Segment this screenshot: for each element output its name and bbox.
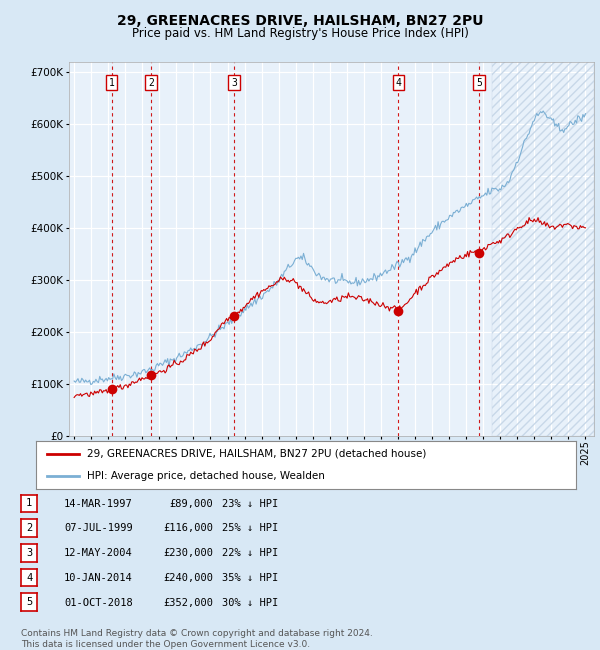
Text: 25% ↓ HPI: 25% ↓ HPI [222,523,278,534]
Text: 29, GREENACRES DRIVE, HAILSHAM, BN27 2PU: 29, GREENACRES DRIVE, HAILSHAM, BN27 2PU [117,14,483,29]
Text: 14-MAR-1997: 14-MAR-1997 [64,499,133,509]
Text: HPI: Average price, detached house, Wealden: HPI: Average price, detached house, Weal… [88,471,325,481]
Text: 3: 3 [26,548,32,558]
Text: 5: 5 [26,597,32,607]
Text: 01-OCT-2018: 01-OCT-2018 [64,597,133,608]
Text: 5: 5 [476,77,482,88]
Text: 22% ↓ HPI: 22% ↓ HPI [222,548,278,558]
Text: 2: 2 [26,523,32,533]
Text: 1: 1 [26,499,32,508]
Text: Contains HM Land Registry data © Crown copyright and database right 2024.
This d: Contains HM Land Registry data © Crown c… [21,629,373,649]
Text: 4: 4 [395,77,401,88]
Text: 4: 4 [26,573,32,582]
Text: £116,000: £116,000 [163,523,213,534]
Text: 2: 2 [148,77,154,88]
Text: 07-JUL-1999: 07-JUL-1999 [64,523,133,534]
Text: 29, GREENACRES DRIVE, HAILSHAM, BN27 2PU (detached house): 29, GREENACRES DRIVE, HAILSHAM, BN27 2PU… [88,449,427,459]
Text: 3: 3 [231,77,237,88]
Text: 30% ↓ HPI: 30% ↓ HPI [222,597,278,608]
Text: £89,000: £89,000 [169,499,213,509]
Text: £352,000: £352,000 [163,597,213,608]
Text: 12-MAY-2004: 12-MAY-2004 [64,548,133,558]
Text: 10-JAN-2014: 10-JAN-2014 [64,573,133,583]
Text: 35% ↓ HPI: 35% ↓ HPI [222,573,278,583]
Text: £230,000: £230,000 [163,548,213,558]
Text: 1: 1 [109,77,115,88]
Text: Price paid vs. HM Land Registry's House Price Index (HPI): Price paid vs. HM Land Registry's House … [131,27,469,40]
Text: 23% ↓ HPI: 23% ↓ HPI [222,499,278,509]
Text: £240,000: £240,000 [163,573,213,583]
